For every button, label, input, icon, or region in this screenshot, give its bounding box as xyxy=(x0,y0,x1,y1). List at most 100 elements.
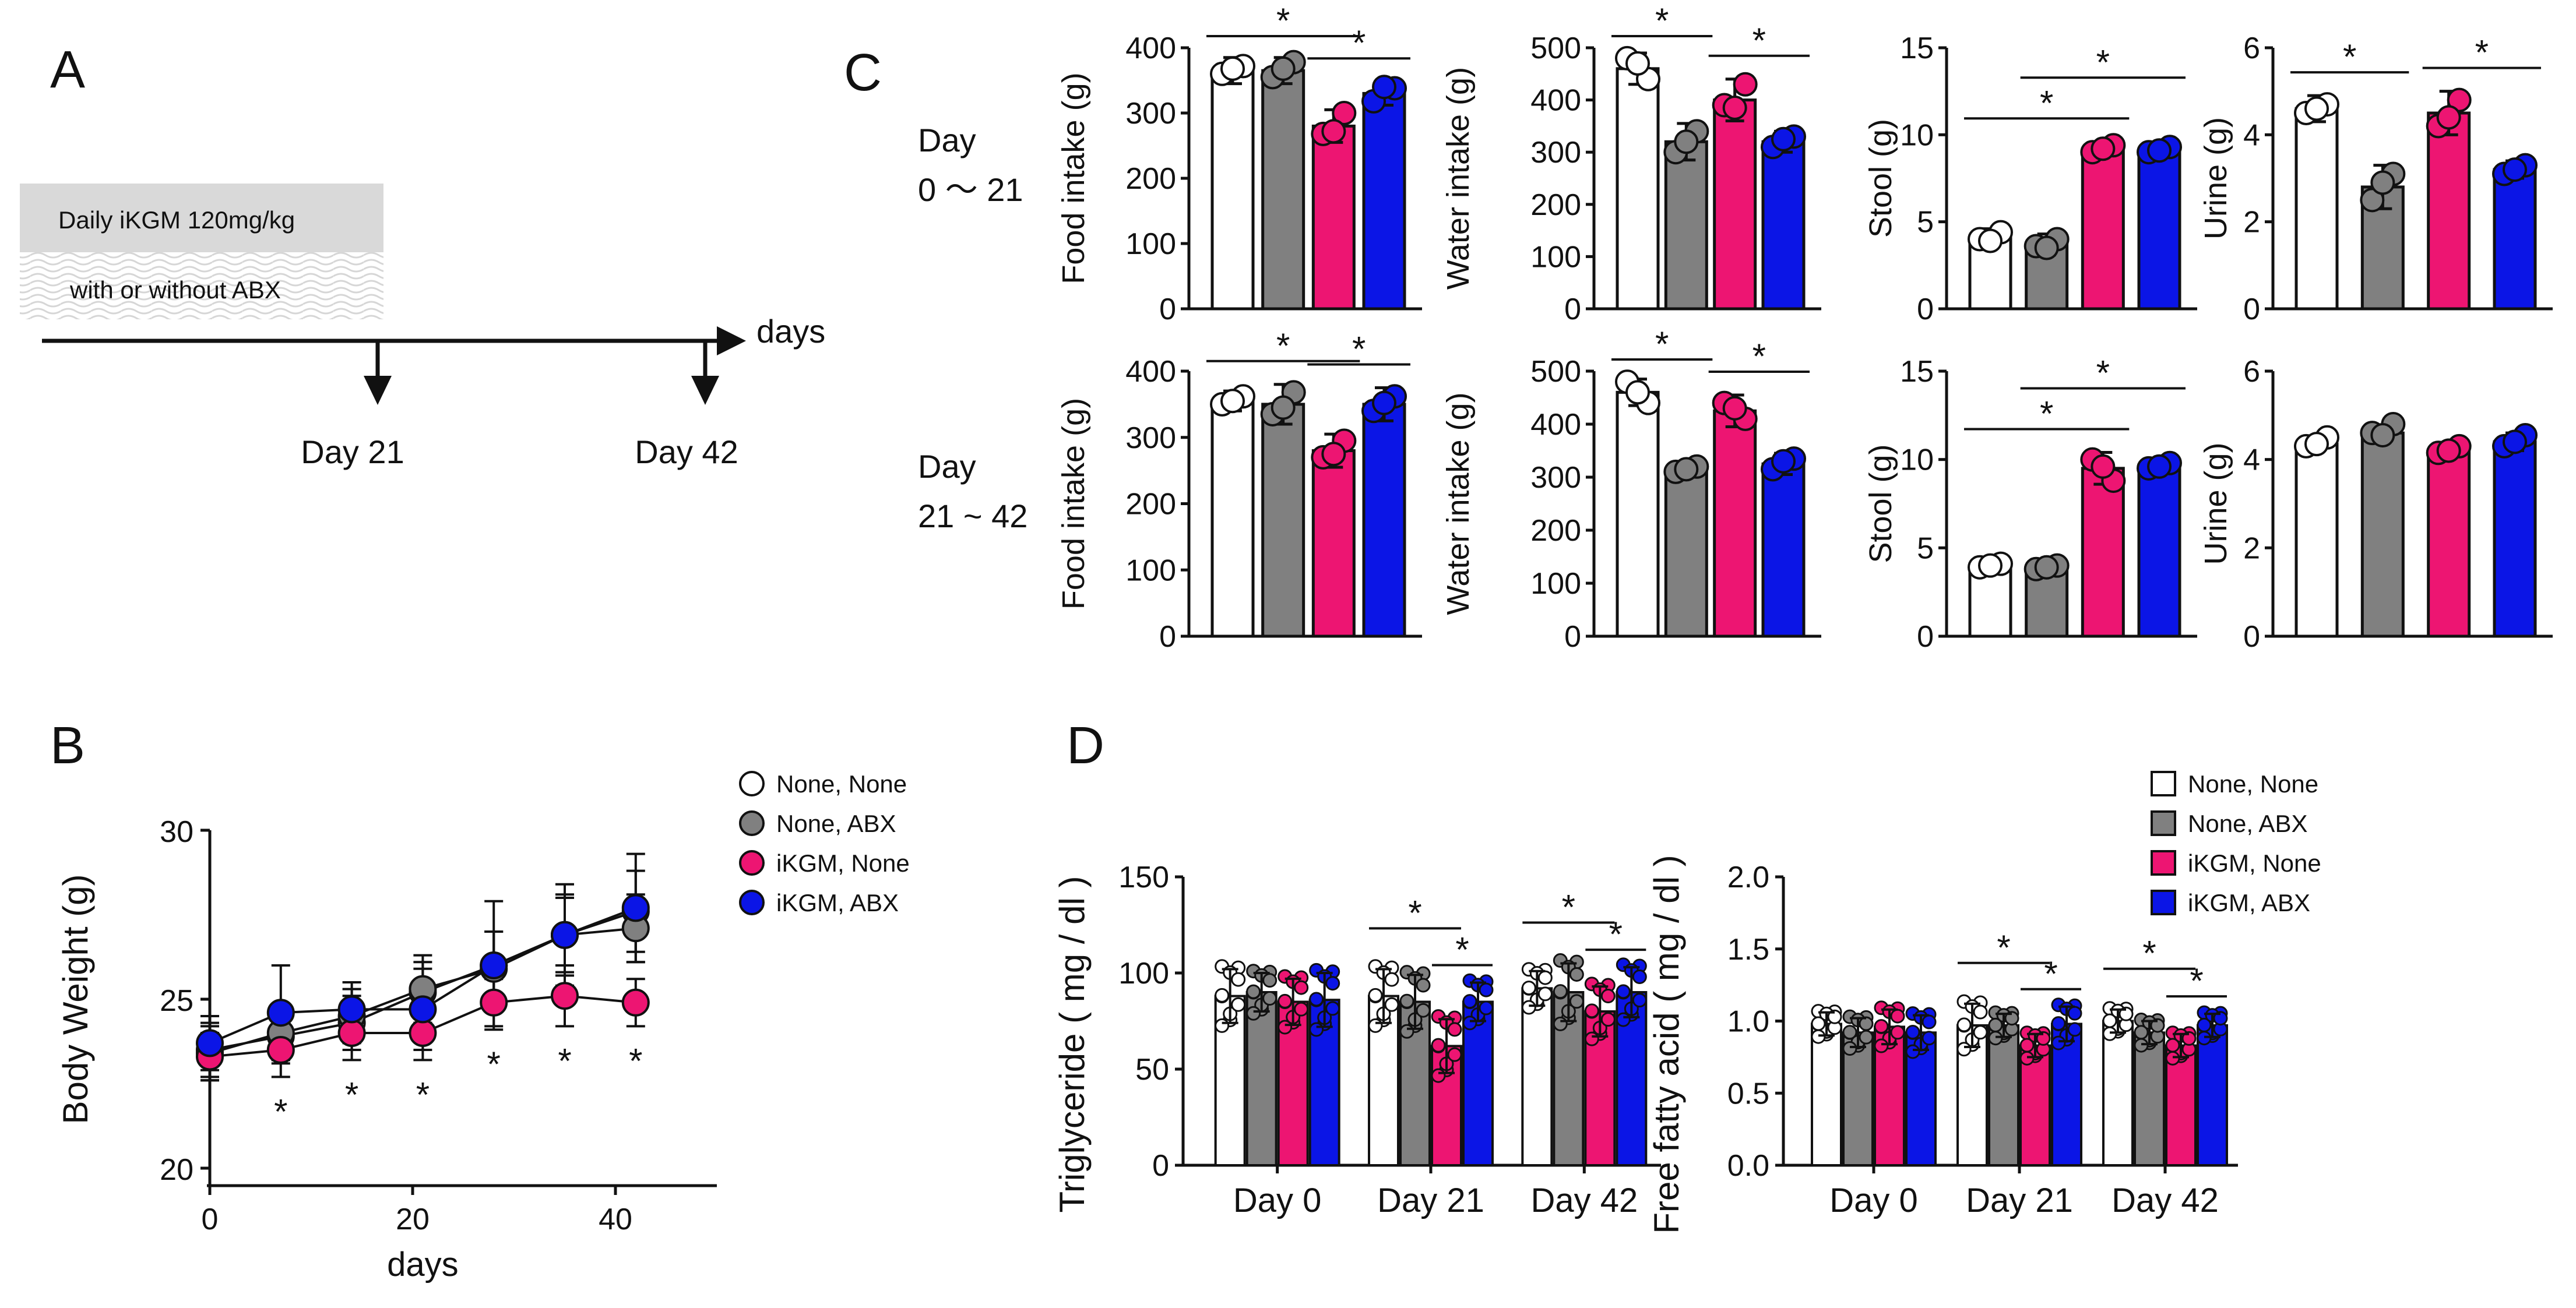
data-point xyxy=(1584,1003,1599,1018)
bar xyxy=(2081,147,2125,311)
data-point xyxy=(1905,1024,1920,1039)
data-point xyxy=(1674,457,1699,482)
legend-label: None, None xyxy=(2188,770,2318,798)
y-axis-label: Urine (g) xyxy=(2198,117,2233,239)
data-point xyxy=(1569,994,1584,1009)
data-point xyxy=(2051,1016,2066,1031)
data-point xyxy=(1384,997,1399,1012)
bar xyxy=(2165,1044,2197,1166)
y-tick-label: 6 xyxy=(2243,31,2260,65)
significance-star: * xyxy=(2096,43,2110,82)
data-point xyxy=(1321,442,1346,467)
bar-chart-C-water-0-21: 0 100 200 300 400 500 Water intake (g) * * xyxy=(1441,1,1821,326)
data-point xyxy=(1479,1000,1494,1016)
y-tick-label: 2 xyxy=(2243,206,2260,239)
y-tick-label: 0 xyxy=(2243,292,2260,326)
data-point xyxy=(2503,157,2527,182)
panel-label-d: D xyxy=(1067,717,1104,775)
data-point xyxy=(1294,1002,1309,1017)
data-point xyxy=(2118,1006,2134,1021)
data-point xyxy=(1447,1047,1462,1062)
timeline-axis-label: days xyxy=(756,313,825,350)
data-point xyxy=(1325,1001,1340,1016)
bar xyxy=(1713,409,1757,638)
data-point xyxy=(2147,138,2172,163)
data-point xyxy=(1537,970,1553,985)
bar-chart-C-urine-21-42: 0 2 4 6 Urine (g) xyxy=(2198,355,2553,654)
data-point xyxy=(1309,992,1324,1007)
significance-star: * xyxy=(1655,325,1669,364)
data-point xyxy=(266,999,295,1027)
data-point xyxy=(409,995,437,1024)
y-tick-label: 200 xyxy=(1125,162,1176,196)
significance-star: * xyxy=(1408,893,1421,932)
data-point xyxy=(1368,988,1383,1003)
y-tick-label: 5 xyxy=(1917,206,1934,239)
y-tick-label: 0 xyxy=(1917,292,1934,326)
significance-star: * xyxy=(1352,23,1366,62)
y-tick-label: 6 xyxy=(2243,355,2260,389)
y-tick-label: 100 xyxy=(1125,553,1176,587)
data-point xyxy=(2213,1011,2228,1026)
bar xyxy=(2137,149,2181,311)
data-point xyxy=(2150,1018,2165,1033)
bar xyxy=(2197,1024,2228,1167)
y-tick-label: 10 xyxy=(1900,118,1934,152)
abx-label: with or without ABX xyxy=(69,276,281,304)
data-point xyxy=(1399,1024,1414,1039)
timeline-panel: Daily iKGM 120mg/kg with or without ABX … xyxy=(20,184,825,470)
legend-marker xyxy=(739,890,765,915)
data-point xyxy=(1537,986,1553,1002)
significance-star: * xyxy=(629,1041,642,1080)
y-axis-label: Stool (g) xyxy=(1863,444,1898,563)
y-tick-label: 400 xyxy=(1125,355,1176,389)
data-point xyxy=(1600,1012,1616,1027)
bar xyxy=(1261,69,1305,311)
data-point xyxy=(1215,1018,1230,1033)
bar xyxy=(2360,431,2405,638)
legend-label: None, ABX xyxy=(2188,810,2307,837)
legend-label: iKGM, None xyxy=(2188,849,2321,877)
data-point xyxy=(1246,1006,1261,1021)
data-point xyxy=(1271,56,1296,81)
significance-star: * xyxy=(1609,915,1623,954)
data-point xyxy=(1215,988,1230,1003)
significance-star: * xyxy=(1276,326,1290,365)
y-tick-label: 300 xyxy=(1125,421,1176,455)
bar-chart-C-stool-0-21: 0 5 10 15 Stool (g) * * xyxy=(1863,31,2197,326)
data-point xyxy=(2304,96,2329,121)
data-point xyxy=(1521,981,1536,996)
data-point xyxy=(1973,1025,1988,1040)
data-point xyxy=(1978,228,2003,253)
bar xyxy=(2295,442,2339,638)
y-tick-label: 500 xyxy=(1530,355,1581,389)
legend-label: iKGM, ABX xyxy=(776,889,899,916)
data-point xyxy=(1479,982,1494,997)
bar xyxy=(1261,403,1305,638)
significance-star: * xyxy=(1997,928,2010,967)
legend-marker xyxy=(739,771,765,796)
y-tick-label: 1.0 xyxy=(1727,1005,1769,1039)
bar-chart-C-food-0-21: 0 100 200 300 400 Food intake (g) * * xyxy=(1056,1,1422,326)
bar xyxy=(1664,467,1708,638)
treatment-band xyxy=(20,184,383,252)
data-point xyxy=(1325,976,1340,991)
bar xyxy=(1245,991,1278,1166)
row-label-range: 21 ~ 42 xyxy=(918,498,1027,534)
data-point xyxy=(1372,75,1396,100)
data-point xyxy=(1722,396,1747,421)
y-tick-label: 100 xyxy=(1125,227,1176,261)
data-point xyxy=(551,982,579,1010)
row-label-day: Day xyxy=(918,448,976,485)
data-point xyxy=(2067,1022,2082,1037)
bar xyxy=(2134,1031,2165,1167)
bar xyxy=(2295,107,2339,311)
significance-star: * xyxy=(2142,934,2156,973)
bar-chart-C-urine-0-21: 0 2 4 6 Urine (g) * * xyxy=(2198,31,2553,326)
y-tick-label: 100 xyxy=(1118,957,1169,990)
bar xyxy=(2493,440,2537,638)
data-point xyxy=(1922,1031,1937,1046)
y-axis-label: Triglyceride ( mg / dl ) xyxy=(1053,876,1092,1213)
data-point xyxy=(2004,1011,2019,1026)
y-tick-label: 200 xyxy=(1125,488,1176,521)
